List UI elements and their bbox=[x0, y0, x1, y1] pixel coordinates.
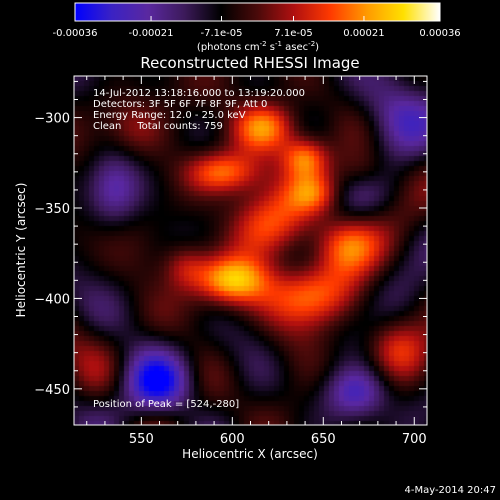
plot-area: 550 600 650 700 −300 −350 −400 −450 bbox=[34, 75, 428, 447]
y-tick-label: −400 bbox=[34, 292, 70, 307]
x-tick-label: 550 bbox=[129, 432, 154, 447]
y-tick-label: −450 bbox=[34, 383, 70, 398]
render-timestamp: 4-May-2014 20:47 bbox=[404, 485, 496, 496]
colorbar-gradient bbox=[75, 3, 440, 21]
annotation-detectors: Detectors: 3F 5F 6F 7F 8F 9F, Att 0 bbox=[93, 99, 267, 110]
colorbar-tick-label: 0.00021 bbox=[343, 28, 384, 39]
colorbar-tick-label: 0.00036 bbox=[419, 28, 460, 39]
x-tick-label: 650 bbox=[311, 432, 336, 447]
x-axis-label: Heliocentric X (arcsec) bbox=[182, 447, 318, 461]
axis-ticks: 550 600 650 700 −300 −350 −400 −450 bbox=[34, 76, 427, 447]
colorbar-tick-label: -0.00036 bbox=[53, 28, 98, 39]
colorbar-frame bbox=[74, 2, 441, 22]
annotation-peak-position: Position of Peak = [524,-280] bbox=[93, 399, 239, 410]
y-tick-label: −300 bbox=[34, 112, 70, 127]
colorbar-tick-label: -0.00021 bbox=[129, 28, 174, 39]
y-tick-label: −350 bbox=[34, 202, 70, 217]
colorbar: -0.00036 -0.00021 -7.1e-05 7.1e-05 0.00021 0.… bbox=[53, 2, 461, 53]
annotation-counts: Clean Total counts: 759 bbox=[93, 121, 223, 132]
info-annotations: 14-Jul-2012 13:18:16.000 to 13:19:20.000… bbox=[93, 88, 305, 410]
chart-title: Reconstructed RHESSI Image bbox=[140, 54, 359, 72]
annotation-energy-range: Energy Range: 12.0 - 25.0 keV bbox=[93, 110, 246, 121]
x-tick-label: 700 bbox=[402, 432, 427, 447]
heatmap-image bbox=[74, 76, 427, 425]
x-tick-label: 600 bbox=[220, 432, 245, 447]
y-axis-label: Heliocentric Y (arcsec) bbox=[14, 183, 28, 318]
annotation-time-range: 14-Jul-2012 13:18:16.000 to 13:19:20.000 bbox=[93, 88, 305, 99]
colorbar-unit-label: (photons cm-2 s-1 asec-2) bbox=[197, 40, 319, 53]
colorbar-tick-label: -7.1e-05 bbox=[201, 28, 243, 39]
colorbar-ticks: -0.00036 -0.00021 -7.1e-05 7.1e-05 0.00021 0.… bbox=[53, 16, 461, 39]
colorbar-tick-label: 7.1e-05 bbox=[274, 28, 312, 39]
